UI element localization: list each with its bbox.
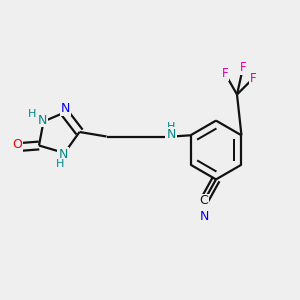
- Text: F: F: [250, 71, 257, 85]
- Text: F: F: [222, 67, 228, 80]
- Text: H: H: [167, 122, 175, 133]
- Text: N: N: [166, 128, 176, 141]
- Text: H: H: [56, 159, 64, 170]
- Text: N: N: [58, 148, 68, 161]
- Text: H: H: [28, 109, 36, 119]
- Text: O: O: [12, 138, 22, 151]
- Text: N: N: [61, 102, 70, 115]
- Text: C: C: [200, 194, 208, 208]
- Text: F: F: [240, 61, 246, 74]
- Text: N: N: [37, 113, 47, 127]
- Text: N: N: [199, 210, 209, 223]
